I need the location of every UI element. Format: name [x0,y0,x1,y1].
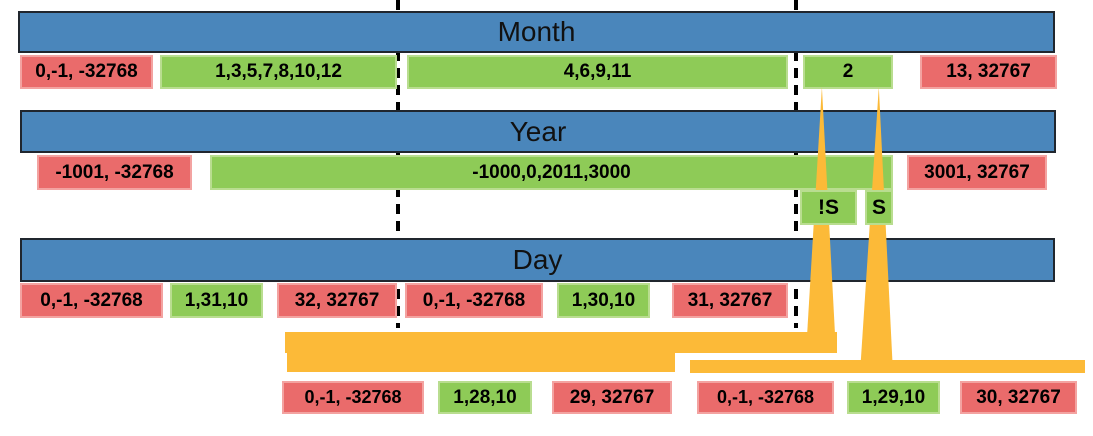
day31-partition-invalid-high: 32, 32767 [277,283,397,318]
month-partition-invalid-low: 0,-1, -32768 [20,55,153,89]
feb29-partition-valid: 1,29,10 [847,381,940,414]
month-partition-valid-31day: 1,3,5,7,8,10,12 [160,55,397,89]
feb29-partition-invalid-low: 0,-1, -32768 [697,381,834,414]
day31-partition-invalid-low: 0,-1, -32768 [20,283,163,318]
non-leap-year-flag: !S [800,190,857,225]
day30-partition-invalid-low: 0,-1, -32768 [405,283,543,318]
month-bar-title: Month [497,16,576,47]
day30-partition-valid: 1,30,10 [557,283,650,318]
feb28-partition-invalid-low: 0,-1, -32768 [282,381,424,414]
feb28-partition-invalid-high: 29, 32767 [552,381,672,414]
day-bar-title: Day [512,244,563,275]
february-nonleap-connector-arm [285,332,837,353]
day-bar: Day [20,238,1055,282]
month-bar: Month [18,11,1055,53]
year-partition-valid: -1000,0,2011,3000 [210,155,893,190]
month-partition-invalid-high: 13, 32767 [920,55,1057,89]
year-bar-title: Year [509,115,567,147]
feb28-partition-valid: 1,28,10 [438,381,532,414]
year-partition-invalid-high: 3001, 32767 [907,155,1047,190]
month-partition-valid-30day: 4,6,9,11 [407,55,788,89]
month-partition-valid-february: 2 [803,55,893,89]
february-nonleap-range-strip [287,352,675,372]
leap-year-flag: S [865,190,893,225]
day30-partition-invalid-high: 31, 32767 [672,283,788,318]
feb29-partition-invalid-high: 30, 32767 [960,381,1077,414]
day31-partition-valid: 1,31,10 [170,283,263,318]
year-bar: Year [20,110,1056,153]
year-partition-invalid-low: -1001, -32768 [37,155,192,190]
february-leap-range-strip [690,360,1085,373]
